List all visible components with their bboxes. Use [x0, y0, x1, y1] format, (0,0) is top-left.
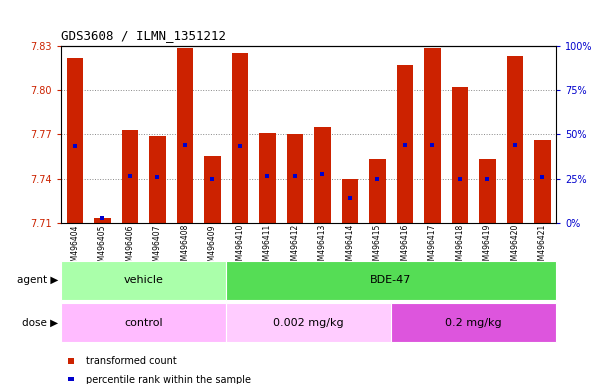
Bar	[67, 58, 83, 223]
Bar	[391, 303, 556, 342]
Bar	[61, 303, 226, 342]
Bar	[226, 303, 391, 342]
Bar	[314, 127, 331, 223]
Bar	[204, 156, 221, 223]
Bar	[94, 218, 111, 223]
Text: 0.002 mg/kg: 0.002 mg/kg	[273, 318, 344, 328]
Bar	[149, 136, 166, 223]
Text: 0.2 mg/kg: 0.2 mg/kg	[445, 318, 502, 328]
Bar	[507, 56, 523, 223]
Bar	[397, 65, 413, 223]
Bar	[259, 133, 276, 223]
Bar	[61, 261, 226, 300]
Bar	[177, 48, 193, 223]
Bar	[226, 261, 556, 300]
Bar	[534, 140, 551, 223]
Bar	[369, 159, 386, 223]
Text: vehicle: vehicle	[123, 275, 164, 285]
Text: control: control	[124, 318, 163, 328]
Text: agent ▶: agent ▶	[16, 275, 58, 285]
Bar	[479, 159, 496, 223]
Bar	[287, 134, 303, 223]
Bar	[122, 130, 138, 223]
Text: GDS3608 / ILMN_1351212: GDS3608 / ILMN_1351212	[61, 29, 226, 42]
Bar	[342, 179, 358, 223]
Bar	[232, 53, 248, 223]
Bar	[452, 87, 468, 223]
Text: percentile rank within the sample: percentile rank within the sample	[86, 375, 251, 384]
Text: dose ▶: dose ▶	[22, 318, 58, 328]
Bar	[424, 48, 441, 223]
Text: BDE-47: BDE-47	[370, 275, 412, 285]
Text: transformed count: transformed count	[86, 356, 177, 366]
